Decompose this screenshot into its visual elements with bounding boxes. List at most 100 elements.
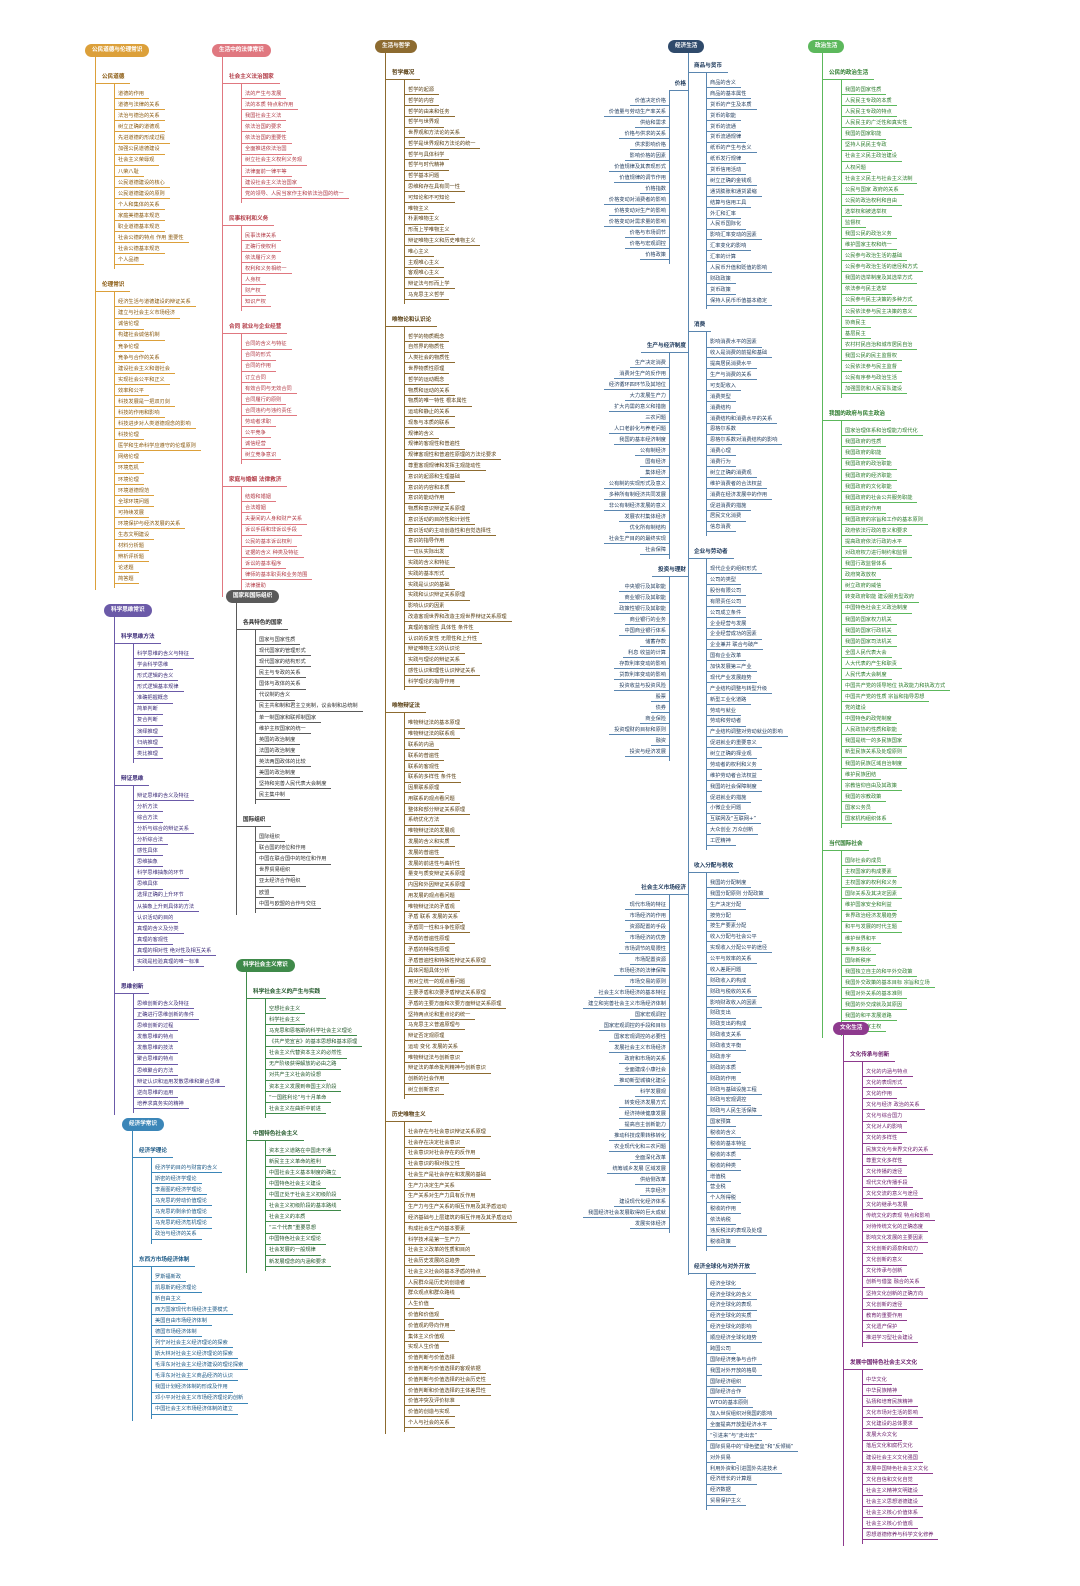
list-item[interactable]: 中华民族精神 <box>863 1387 903 1397</box>
list-item[interactable]: 凯恩斯的经济理论 <box>152 1284 202 1293</box>
list-item[interactable]: 推动新型城镇化建设 <box>614 1077 669 1086</box>
list-item[interactable]: 毛泽东对社会主义经济建设的理论探索 <box>152 1361 249 1371</box>
list-item[interactable]: 集体主义价值观 <box>405 1333 450 1342</box>
list-item[interactable]: 文化的继承与发展 <box>863 1201 913 1211</box>
list-item[interactable]: 互联网及“互联网+” <box>707 815 762 825</box>
list-item[interactable]: 我国对外关系的基本准则 <box>842 990 908 1000</box>
list-item[interactable]: 合法婚姻 <box>242 504 271 514</box>
list-item[interactable]: 民主共和制和君主立宪制，议会制和总统制 <box>256 702 363 712</box>
sub-branch-label[interactable]: 公民道德 <box>96 73 131 84</box>
list-item[interactable]: 中华文化 <box>863 1376 892 1386</box>
list-item[interactable]: 人民民主专政的特点 <box>842 108 897 118</box>
root-node[interactable]: 公民道德与伦理常识 <box>85 44 150 57</box>
list-item[interactable]: 法的本质 特点和作用 <box>242 101 299 111</box>
list-item[interactable]: 唯物辩证法的发展观 <box>405 827 460 837</box>
list-item[interactable]: 实现人生价值 <box>405 1343 445 1353</box>
list-item[interactable]: 文化交流的意义与途径 <box>863 1190 923 1200</box>
list-item[interactable]: 依法参与民主选举 <box>842 285 892 295</box>
sub-branch-label[interactable]: 投资与理财 <box>652 566 688 577</box>
list-item[interactable]: 我国政府的文化职能 <box>842 483 897 492</box>
list-item[interactable]: 道德与法律的关系 <box>115 101 165 111</box>
list-item[interactable]: 社会主义代替资本主义的必然性 <box>266 1049 347 1059</box>
sub-branch-label[interactable]: 合同 就业与企业经营 <box>223 323 288 335</box>
list-item[interactable]: 公司的类型 <box>707 576 741 586</box>
list-item[interactable]: 构建社会诚信机制 <box>115 331 165 341</box>
list-item[interactable]: 中国与欧盟的合作与交往 <box>256 900 322 909</box>
list-item[interactable]: 社会主义社会的基本矛盾的特点 <box>405 1268 486 1278</box>
list-item[interactable]: 社会主义核心价值体系 <box>863 1509 923 1519</box>
list-item[interactable]: 我国的民族区域自治制度 <box>842 760 908 769</box>
list-item[interactable]: 正确进行思维创新的条件 <box>134 1011 200 1021</box>
list-item[interactable]: 影响价格的因素 <box>624 152 669 162</box>
sub-branch-label[interactable]: 企业与劳动者 <box>688 548 734 560</box>
list-item[interactable]: 人民代表大会制度 <box>842 671 892 681</box>
list-item[interactable]: 有效合同与无效合同 <box>242 385 297 394</box>
list-item[interactable]: 个人与社会的关系 <box>405 1419 455 1429</box>
list-item[interactable]: 社会主义的本质 <box>266 1213 311 1223</box>
list-item[interactable]: 人民政协的性质和职能 <box>842 726 902 736</box>
list-item[interactable]: 公有制经济 <box>635 447 669 457</box>
list-item[interactable]: 我国独立自主的和平外交政策 <box>842 968 918 977</box>
list-item[interactable]: 文化市场对生活的影响 <box>863 1409 923 1419</box>
sub-branch-label[interactable]: 消费 <box>688 321 712 333</box>
list-item[interactable]: 我国政府的作用 <box>842 505 887 514</box>
list-item[interactable]: 商业银行的业务 <box>624 616 669 626</box>
sub-branch-label[interactable]: 家庭与婚姻 法律救济 <box>223 476 288 488</box>
list-item[interactable]: 价值的创造与实现 <box>405 1408 455 1418</box>
list-item[interactable]: 财政与宏观调控 <box>707 1096 752 1106</box>
list-item[interactable]: 对共产主义社会的设想 <box>266 1071 326 1081</box>
list-item[interactable]: 社会主义民主政治建设 <box>842 152 902 162</box>
list-item[interactable]: 价值和价值观 <box>405 1311 445 1321</box>
list-item[interactable]: 《共产党宣言》的基本思想和基本原理 <box>266 1038 363 1048</box>
list-item[interactable]: 劳动与就业 <box>707 707 741 716</box>
list-item[interactable]: 意识活动的主动创造性和自觉选择性 <box>405 527 497 536</box>
list-item[interactable]: 收入差距问题 <box>707 966 747 976</box>
list-item[interactable]: 经济增长的计算题 <box>707 1475 757 1485</box>
list-item[interactable]: 世界观和方法论的关系 <box>405 129 465 139</box>
list-item[interactable]: 发展的含义和实质 <box>405 838 455 848</box>
list-item[interactable]: 哲学的由来和任务 <box>405 108 455 117</box>
list-item[interactable]: 发展的普遍性 <box>405 849 445 858</box>
list-item[interactable]: 生产力与生产关系的相互作用及其矛盾运动 <box>405 1203 512 1213</box>
list-item[interactable]: 财政政策 <box>707 275 736 284</box>
list-item[interactable]: 公民道德建设的核心 <box>115 179 170 188</box>
list-item[interactable]: 效率和公平 <box>115 387 149 397</box>
list-item[interactable]: 市场经济的法律保障 <box>614 967 669 977</box>
list-item[interactable]: 坚持文化创新的正确方向 <box>863 1290 929 1299</box>
list-item[interactable]: 经济生活与道德建设的辩证关系 <box>115 298 196 308</box>
sub-branch-label[interactable]: 哲学概况 <box>386 69 421 80</box>
list-item[interactable]: 公司成立条件 <box>707 609 747 618</box>
list-item[interactable]: 社会主义市场经济的基本特征 <box>593 989 669 999</box>
list-item[interactable]: 我国的国家权力机关 <box>842 616 897 625</box>
list-item[interactable]: 单一制国家和联邦制国家 <box>256 714 322 723</box>
list-item[interactable]: 居民文化消费 <box>707 512 747 522</box>
list-item[interactable]: 哲学的运动概念 <box>405 376 450 385</box>
list-item[interactable]: 辩证唯物主义的认识论 <box>405 645 465 655</box>
list-item[interactable]: 哲学基本问题 <box>405 172 445 182</box>
list-item[interactable]: 矛盾的主要方面和次要方面辩证关系原理 <box>405 1000 507 1009</box>
sub-branch-label[interactable]: 历史唯物主义 <box>386 1111 432 1122</box>
list-item[interactable]: 加快发展第三产业 <box>707 663 757 673</box>
list-item[interactable]: 转变经济发展方式 <box>619 1099 669 1108</box>
list-item[interactable]: 公平竞争 <box>242 429 271 439</box>
list-item[interactable]: 人生价值 <box>405 1300 434 1310</box>
list-item[interactable]: 人民币升值和贬值的影响 <box>707 264 773 274</box>
list-item[interactable]: 亚太经济合作组织 <box>256 877 306 887</box>
list-item[interactable]: 集体经济 <box>640 469 669 479</box>
list-item[interactable]: 形式逻辑的含义 <box>134 672 179 682</box>
list-item[interactable]: 传统文化的表现 特点和影响 <box>863 1212 935 1222</box>
list-item[interactable]: 价格变动对需求量的影响 <box>603 218 669 228</box>
list-item[interactable]: 个人所得税 <box>707 1194 741 1204</box>
list-item[interactable]: 影响消费水平的因素 <box>707 338 762 348</box>
list-item[interactable]: 货币的职能 <box>707 112 741 121</box>
sub-branch-label[interactable]: 公民的政治生活 <box>823 69 875 80</box>
list-item[interactable]: 道德的作用 <box>115 90 149 100</box>
list-item[interactable]: 世界政治经济发展趋势 <box>842 912 902 922</box>
list-item[interactable]: 发散思维的特点 <box>134 1033 179 1043</box>
list-item[interactable]: 正确行使权利 <box>242 243 282 253</box>
sub-branch-label[interactable]: 国际组织 <box>237 816 272 828</box>
list-item[interactable]: 国际经济竞争与合作 <box>707 1356 762 1365</box>
list-item[interactable]: 社会主义核心价值观 <box>863 1520 918 1530</box>
list-item[interactable]: 哲学与具体科学 <box>405 151 450 160</box>
list-item[interactable]: 网络伦理 <box>115 453 144 463</box>
